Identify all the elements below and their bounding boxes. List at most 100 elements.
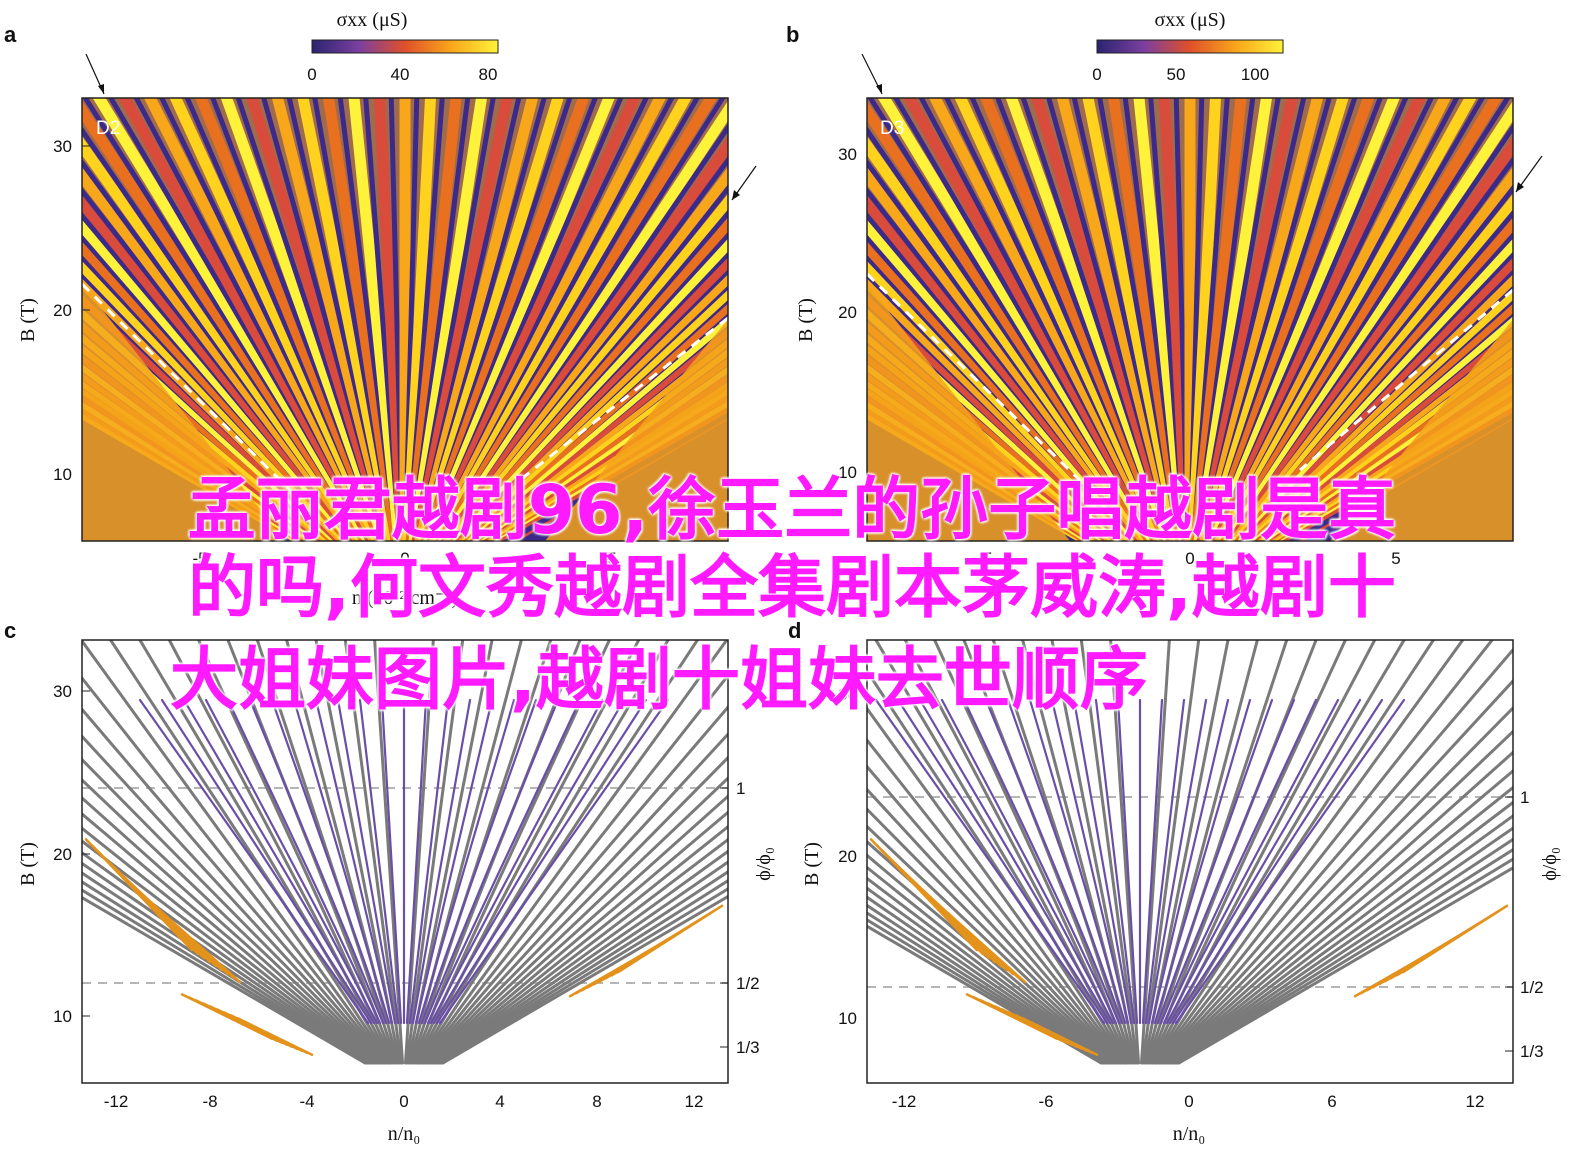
panel-c-gray-line <box>82 757 383 1065</box>
panel-d: d 30 20 10 B (T) 1 1/2 1/3 ϕ/ϕ₀ -12 -6 0… <box>788 618 1561 1145</box>
panel-d-y-tick: 20 <box>838 847 857 866</box>
panel-d-gray-line <box>1156 640 1495 1065</box>
panel-c-gray-line <box>343 640 403 1065</box>
panel-c-letter: c <box>4 618 16 643</box>
panel-c-purple-line <box>405 698 428 1025</box>
panel-d-purple-line <box>1072 698 1133 1025</box>
panel-b-y-label: B (T) <box>795 298 817 342</box>
panel-a-x-tick: -5 <box>192 549 207 568</box>
panel-c-x-tick: 12 <box>685 1092 704 1111</box>
panel-c-gray-line <box>108 640 391 1065</box>
panel-d-x-ticks: -12 -6 0 6 12 <box>892 1092 1485 1111</box>
panel-c-purple-line <box>204 698 379 1025</box>
panel-d-gray-line <box>867 876 1112 1065</box>
panel-d-gray-line <box>867 865 1113 1065</box>
panel-a-x-tick: 0 <box>400 549 409 568</box>
panel-c-gray-line <box>438 878 728 1065</box>
panel-c-gray-line <box>428 794 728 1065</box>
panel-d-gray-line <box>991 640 1134 1065</box>
panel-b-cb-tick: 0 <box>1092 65 1101 84</box>
panel-c-purple-line <box>414 698 494 1025</box>
panel-c-gray-line <box>82 734 385 1065</box>
panel-d-purple-line <box>940 698 1115 1025</box>
panel-b-letter: b <box>786 22 799 47</box>
panel-c-gray-line <box>434 849 728 1065</box>
panel-a-y-ticks: 30 20 10 <box>53 137 90 484</box>
panel-c-right-ticks: 1 1/2 1/3 <box>720 779 760 1057</box>
panel-d-purple-line <box>1006 698 1124 1025</box>
panel-c-gray-line <box>82 861 373 1065</box>
panel-c-gray-line <box>431 824 728 1065</box>
panel-c-right-tick: 1 <box>736 779 745 798</box>
panel-d-y-label: B (T) <box>801 842 823 886</box>
panel-a-cb-tick: 0 <box>307 65 316 84</box>
panel-c-purple-line <box>423 698 560 1025</box>
panel-c-purple-line <box>248 698 385 1025</box>
panel-b-x-ticks: -5 0 5 <box>977 549 1400 568</box>
panel-d-gray-line <box>1161 705 1513 1065</box>
panel-a-y-label: B (T) <box>17 298 39 342</box>
panel-c-x-label: n/n₀ <box>388 1123 421 1145</box>
panel-a-x-tick: 5 <box>607 549 616 568</box>
panel-c-purple-line <box>138 698 370 1025</box>
panel-a-x-label: n (10¹² cm⁻²) <box>352 587 458 609</box>
panel-c-purple-line <box>420 698 538 1025</box>
panel-d-gray-line <box>867 895 1109 1065</box>
panel-a-band-right-wedge <box>545 319 728 541</box>
panel-c-purple-line <box>432 698 626 1025</box>
panel-d-right-tick: 1/3 <box>1520 1042 1544 1061</box>
panel-a-cb-tick: 80 <box>479 65 498 84</box>
panel-a-device-label: D2 <box>96 118 120 139</box>
panel-c: c 30 20 10 B (T) 1 1/2 1/3 ϕ/ϕ₀ -12 -8 -… <box>4 618 775 1145</box>
panel-b-cb-tick: 100 <box>1241 65 1269 84</box>
panel-c-purple-line <box>314 698 394 1025</box>
panel-c-gray-line <box>420 673 728 1065</box>
panel-d-right-tick: 1 <box>1520 788 1529 807</box>
panel-d-gray-line <box>867 764 1122 1065</box>
panel-a-colorbar <box>311 39 499 54</box>
panel-d-orange-line <box>1021 1017 1099 1056</box>
panel-d-purple-line <box>1171 698 1384 1025</box>
panel-c-purple-line <box>438 698 670 1025</box>
panel-d-purple-line <box>1162 698 1318 1025</box>
panel-d-y-ticks: 30 20 10 <box>838 685 857 1028</box>
panel-d-gray-line <box>1170 814 1513 1065</box>
panel-c-purple-line <box>426 698 582 1025</box>
panel-d-purple-line <box>874 698 1106 1025</box>
panel-c-y-label: B (T) <box>17 842 39 886</box>
panel-c-gray-line <box>82 640 389 1065</box>
panel-c-purple-line <box>380 698 403 1025</box>
panel-c-purple-line <box>292 698 391 1025</box>
panel-c-y-tick: 10 <box>53 1007 72 1026</box>
panel-b-colorbar-label: σxx (μS) <box>1155 9 1226 31</box>
panel-c-right-tick: 1/3 <box>736 1038 760 1057</box>
panel-d-gray-line <box>1173 837 1513 1065</box>
panel-d-gray-line <box>867 807 1119 1065</box>
panel-d-gray-line <box>867 918 1104 1065</box>
panel-d-purple-line <box>896 698 1109 1025</box>
panel-d-purple-line <box>962 698 1118 1025</box>
panel-c-gray-line <box>441 894 728 1065</box>
panel-d-purple-line <box>1116 698 1139 1025</box>
panel-b-x-tick: -5 <box>977 549 992 568</box>
panel-d-purple-line <box>1168 698 1362 1025</box>
panel-b-arrows <box>861 53 1543 193</box>
panel-d-gray-line <box>867 668 1127 1065</box>
panel-d-right-ticks: 1 1/2 1/3 <box>1505 788 1544 1061</box>
panel-c-x-ticks: -12 -8 -4 0 4 8 12 <box>104 1092 704 1111</box>
panel-c-gray-line <box>82 880 370 1065</box>
panel-d-gray-line <box>1153 640 1436 1065</box>
panel-d-gray-line <box>1176 857 1513 1065</box>
panel-c-purple-line <box>411 698 472 1025</box>
panel-c-y-ticks: 30 20 10 <box>53 682 90 1026</box>
panel-c-purple-line <box>270 698 388 1025</box>
overlay-line-1: 孟丽君越剧96,徐玉兰的孙子唱越剧是真 <box>187 471 1397 550</box>
panel-c-gray-line <box>422 704 728 1065</box>
panel-d-purple-line <box>984 698 1121 1025</box>
panel-c-purple-line <box>226 698 382 1025</box>
panel-d-right-label: ϕ/ϕ₀ <box>1539 847 1561 881</box>
panel-c-gray-line <box>404 640 435 1065</box>
panel-c-gray-line <box>82 850 374 1065</box>
panel-a-heatmap <box>82 98 728 541</box>
